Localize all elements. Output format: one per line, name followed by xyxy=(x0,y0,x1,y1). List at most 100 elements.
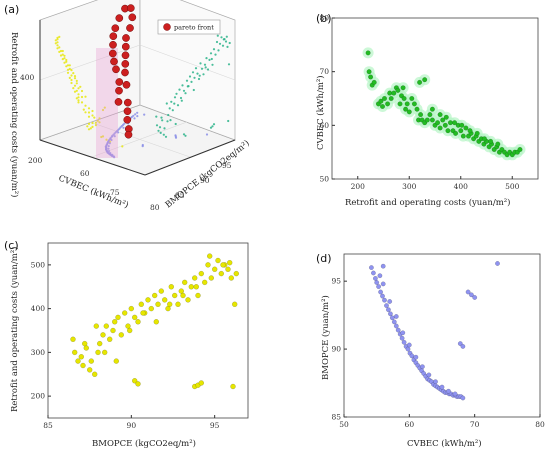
panel-a-pareto-point xyxy=(111,24,120,33)
panel-a-pareto-point xyxy=(123,115,132,124)
panel-c-data-point xyxy=(101,349,108,356)
panel-c-y-tick-label: 400 xyxy=(31,304,46,313)
panel-a-wall-point xyxy=(94,124,98,127)
panel-b-y-axis-title: CVBEC (kWh/m²) xyxy=(315,75,326,150)
panel-a-wall-point xyxy=(70,81,73,85)
panel-b-data-point xyxy=(403,106,409,112)
panel-c-data-point xyxy=(191,275,198,281)
panel-a-wall-point xyxy=(73,90,77,93)
panel-c-data-point xyxy=(93,323,100,329)
panel-b-y-tick-label: 50 xyxy=(319,175,329,184)
panel-c-data-point xyxy=(78,354,85,360)
panel-d-data-point xyxy=(400,330,406,336)
panel-c-data-point xyxy=(145,297,151,303)
panel-c-data-point xyxy=(153,319,160,325)
panel-a-floor-point xyxy=(174,136,178,139)
panel-a-3d-scatter: (a) 400 200 75 60 80 85 90 95 Retrofit a… xyxy=(4,0,252,212)
panel-c-data-point xyxy=(198,270,205,277)
panel-a-wall-point xyxy=(163,127,166,130)
panel-a-wall-point xyxy=(105,138,108,141)
panel-b-data-point xyxy=(460,133,466,139)
panel-a-pareto-point xyxy=(115,14,124,22)
panel-a-x-tick: 60 xyxy=(80,169,90,178)
panel-d-y-axis-title: BMOPCE (yuan/m²) xyxy=(320,295,331,380)
panel-b-data-point xyxy=(442,122,448,128)
panel-c-data-point xyxy=(193,284,200,290)
panel-b-data-point xyxy=(440,117,446,123)
panel-a-wall-point xyxy=(59,54,63,57)
panel-a-wall-point xyxy=(77,96,80,99)
panel-d-data-point xyxy=(465,289,471,295)
panel-d-data-point xyxy=(399,335,405,341)
panel-d-data-point xyxy=(457,341,463,346)
panel-c-data-point xyxy=(218,270,225,277)
panel-b-data-point xyxy=(414,106,420,112)
panel-b-data-point xyxy=(458,128,464,134)
panel-d-data-point xyxy=(405,346,411,352)
panel-d-data-point xyxy=(495,261,500,266)
panel-b-data-point xyxy=(388,95,394,101)
panel-d-data-point xyxy=(452,391,458,397)
panel-a-floor-point xyxy=(132,114,135,117)
panel-c-data-point xyxy=(158,288,165,294)
panel-a-wall-point xyxy=(61,58,64,61)
panel-a-wall-point xyxy=(87,122,91,125)
panel-d-data-point xyxy=(385,307,391,313)
panel-a-floor-point xyxy=(136,111,139,114)
panel-a-wall-point xyxy=(98,117,101,120)
panel-a-wall-point xyxy=(209,126,213,129)
panel-d-x-tick-label: 80 xyxy=(535,420,545,429)
panel-a-wall-point xyxy=(168,107,171,110)
panel-a-pareto-point xyxy=(128,13,137,22)
panel-a-wall-point xyxy=(72,87,75,90)
panel-b-data-point xyxy=(445,128,451,134)
panel-b-data-point xyxy=(424,117,430,123)
panel-a-wall-point xyxy=(98,121,101,124)
panel-c-data-point xyxy=(225,266,231,272)
panel-a-wall-point xyxy=(73,75,77,78)
panel-b-data-point xyxy=(366,69,372,75)
panel-a-wall-point xyxy=(191,71,195,74)
panel-a-wall-point xyxy=(77,99,80,102)
panel-b-data-point xyxy=(418,112,424,118)
panel-a-wall-point xyxy=(58,50,61,54)
panel-c-data-point xyxy=(230,383,236,390)
panel-a-pareto-point xyxy=(115,78,124,86)
panel-d-data-point xyxy=(377,273,383,279)
panel-a-pareto-point xyxy=(109,32,118,41)
panel-a-wall-point xyxy=(75,79,78,82)
panel-a-wall-point xyxy=(68,67,71,70)
panel-c-data-point xyxy=(180,292,186,299)
panel-a-wall-point xyxy=(91,114,94,117)
panel-a-wall-point xyxy=(87,128,91,131)
panel-b-data-point xyxy=(422,77,428,83)
panel-a-wall-point xyxy=(75,89,78,92)
panel-a-wall-point xyxy=(94,121,98,124)
panel-a-wall-point xyxy=(171,109,174,112)
panel-a-wall-point xyxy=(184,92,187,95)
panel-c-data-point xyxy=(86,367,93,373)
panel-c-data-point xyxy=(71,349,78,356)
panel-c-data-point xyxy=(110,327,116,334)
panel-a-wall-point xyxy=(77,93,80,96)
panel-a-wall-point xyxy=(220,36,223,39)
panel-a-wall-point xyxy=(210,57,213,61)
panel-a-wall-point xyxy=(58,46,61,49)
panel-c-data-point xyxy=(228,275,235,281)
panel-a-wall-point xyxy=(61,49,64,53)
panel-b-scatter: (b) 200 300 400 500 50 60 70 80 Retrofit and op… xyxy=(315,12,539,208)
panel-a-wall-point xyxy=(73,77,77,80)
panel-d-data-point xyxy=(393,314,399,319)
panel-a-wall-point xyxy=(184,134,187,137)
panel-a-floor-point xyxy=(133,117,136,120)
panel-a-wall-point xyxy=(186,85,189,88)
panel-c-scatter: (c) 85 90 95 200 300 400 500 BMOPCE (kgCO2eq/m… xyxy=(4,239,249,449)
panel-c-data-point xyxy=(208,275,215,281)
panel-d-data-point xyxy=(372,275,378,281)
panel-a-point-cloud xyxy=(54,34,231,159)
panel-a-wall-point xyxy=(73,84,77,87)
panel-a-wall-point xyxy=(100,135,103,139)
panel-b-data-point xyxy=(397,101,403,107)
panel-a-wall-point xyxy=(188,75,192,78)
panel-c-x-tick-label: 85 xyxy=(43,421,53,430)
